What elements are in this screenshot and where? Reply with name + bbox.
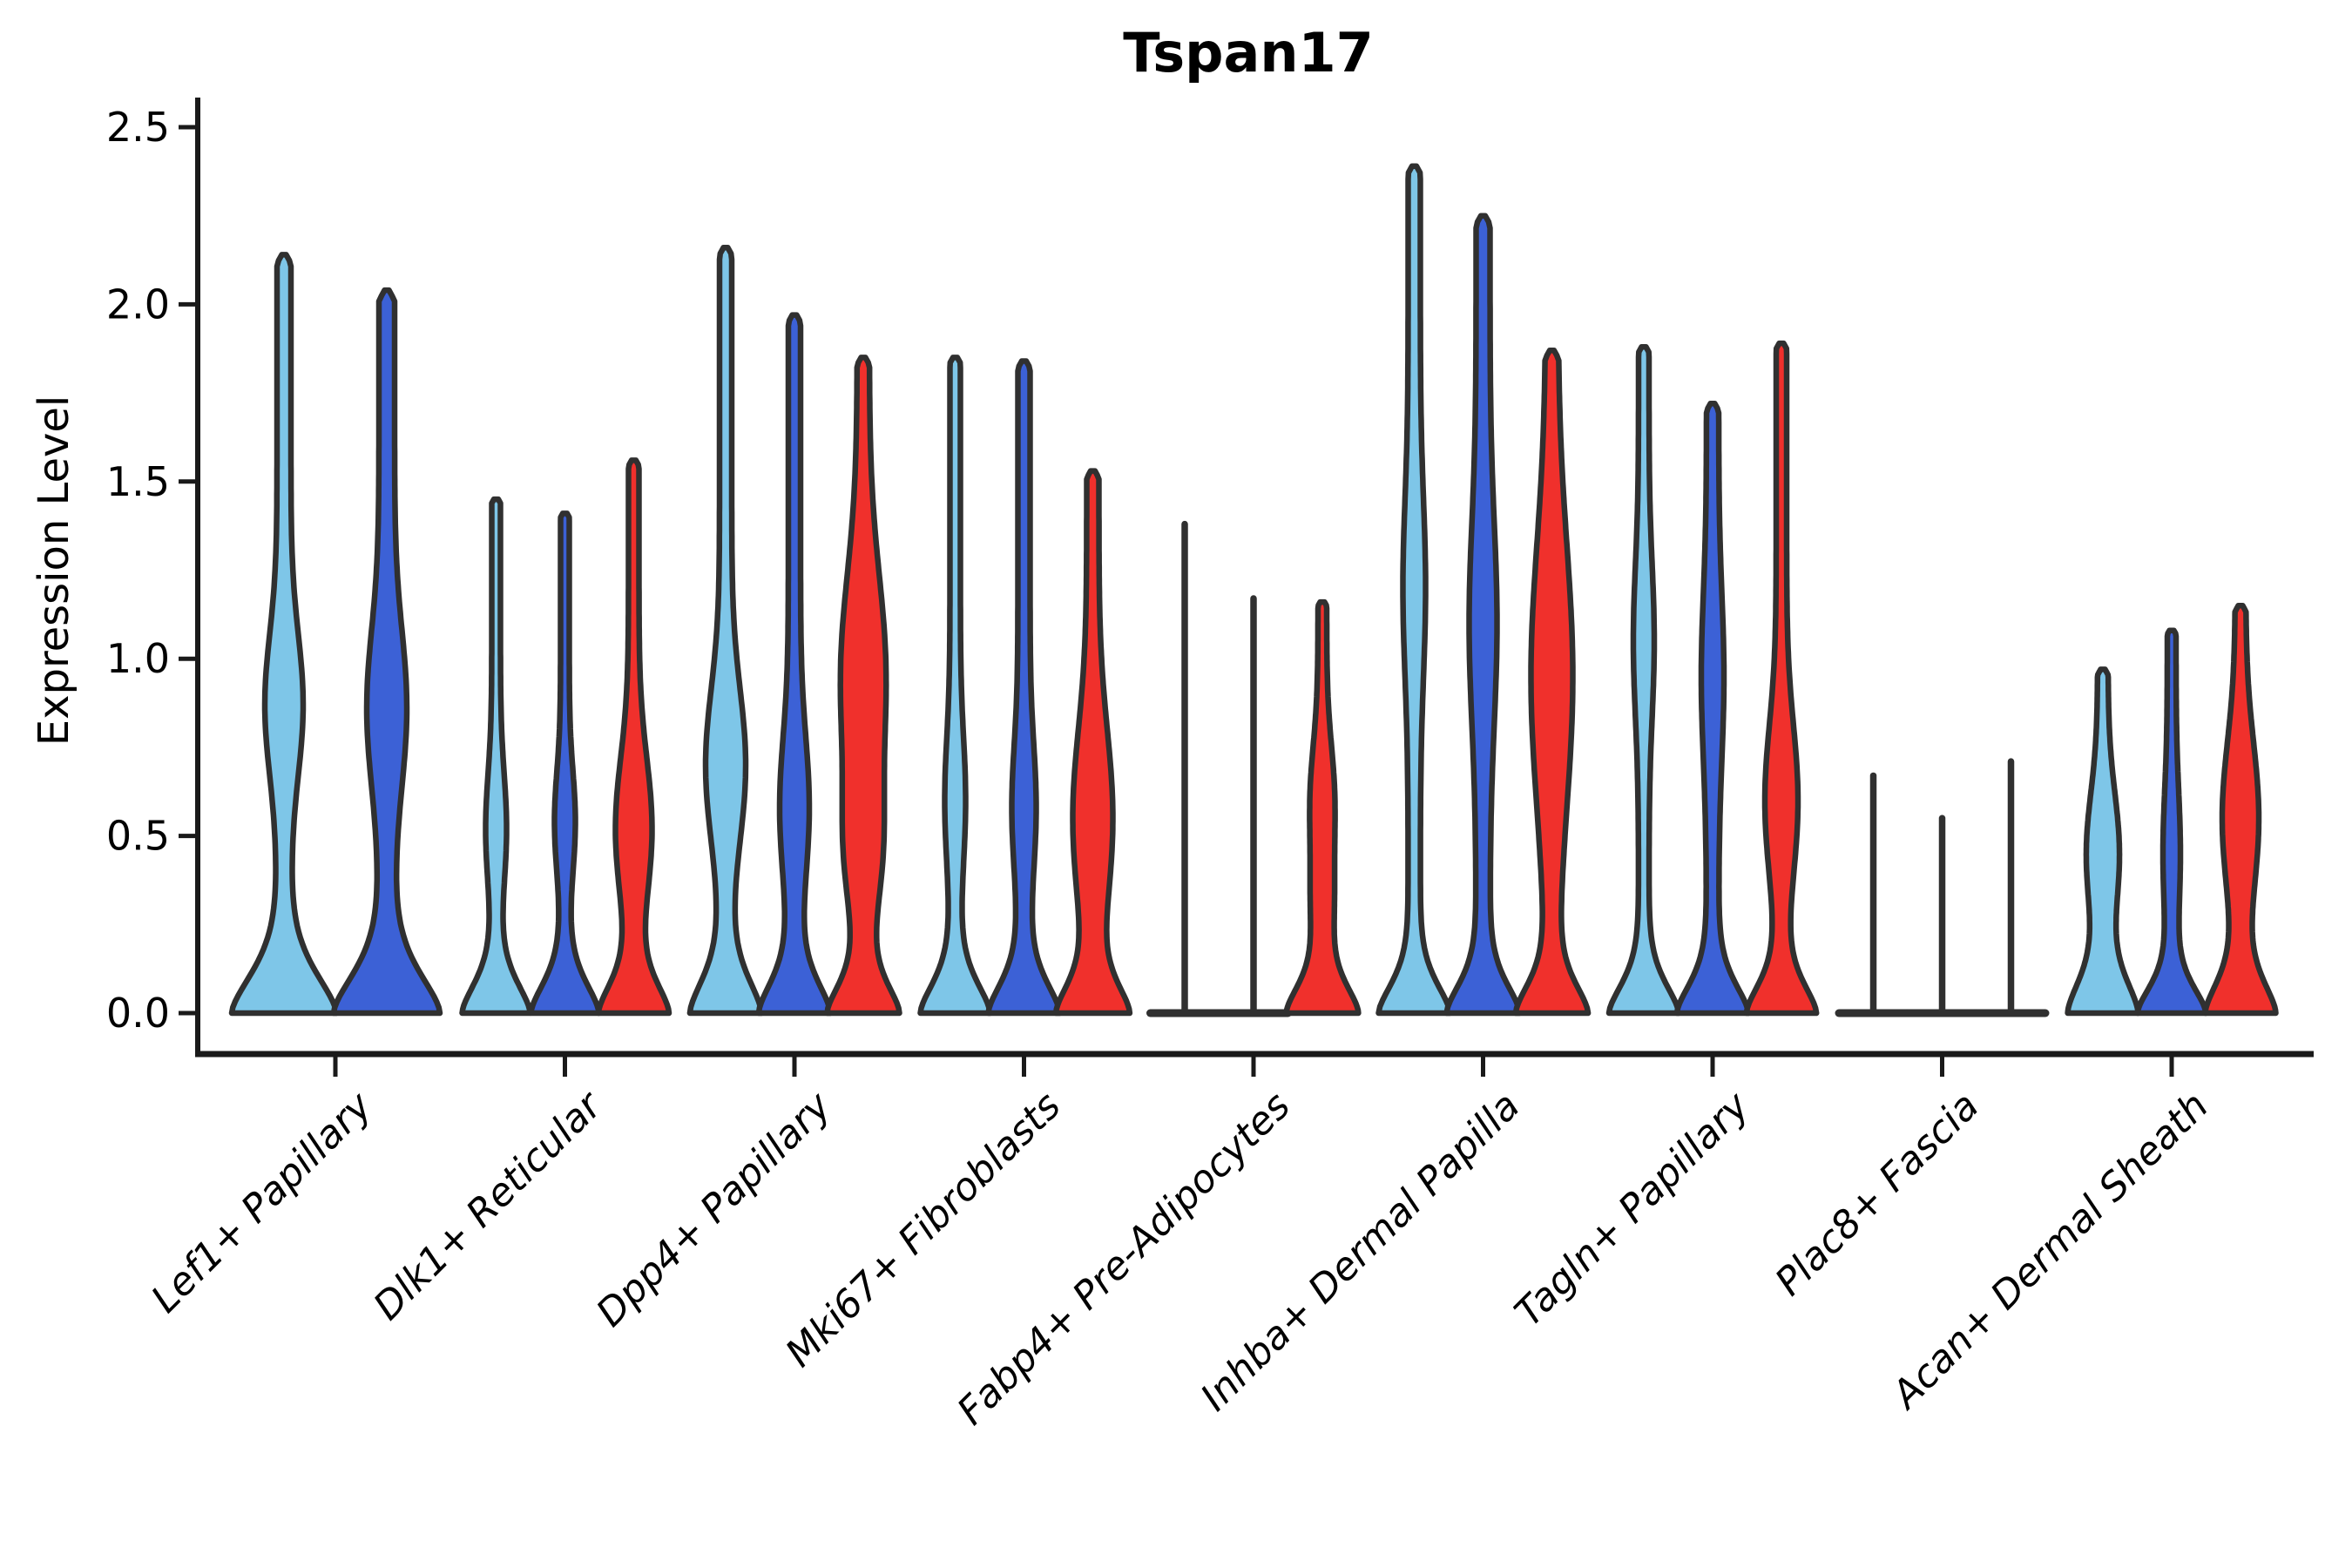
violin-inhba-dermal-papilla-light-blue [1375,163,1453,1017]
y-tick-label: 0.5 [106,813,170,860]
violin-inhba-dermal-papilla-red [1512,348,1592,1017]
violin-dlk1-reticular-red [595,457,672,1017]
violin-dpp4-papillary-light-blue [686,245,765,1017]
x-tick-label-tagln-papillary: Tagln+ Papillary [1506,1083,1758,1335]
violin-dlk1-reticular-light-blue [459,496,533,1017]
violin-mki67-fibroblasts-light-blue [917,355,993,1017]
violin-lef1-papillary-light-blue [228,252,340,1017]
axes-layer [179,98,2314,1077]
violins-layer [228,163,2279,1017]
violin-lef1-papillary-dark-blue [330,287,443,1017]
violin-acan-dermal-sheath-dark-blue [2134,627,2209,1017]
x-tick-label-dpp4-papillary: Dpp4+ Papillary [588,1083,841,1335]
y-tick-label: 2.5 [106,104,170,151]
violin-acan-dermal-sheath-light-blue [2065,666,2141,1017]
x-tick-label-plac8-fascia: Plac8+ Fascia [1767,1084,1987,1304]
chart-title: Tspan17 [1123,21,1374,84]
violin-dlk1-reticular-dark-blue [528,510,602,1017]
y-tick-label: 1.5 [106,458,170,505]
y-tick-label: 1.0 [106,635,170,682]
violin-mki67-fibroblasts-red [1052,468,1133,1017]
violin-tagln-papillary-light-blue [1605,343,1682,1017]
x-tick-label-lef1-papillary: Lef1+ Papillary [143,1083,382,1321]
violin-dpp4-papillary-dark-blue [755,312,834,1017]
x-tick-label-dlk1-reticular: Dlk1+ Reticular [365,1082,612,1328]
y-axis-label: Expression Level [30,395,78,747]
violin-fabp4-pre-adipocytes-red [1283,598,1362,1017]
violin-tagln-papillary-dark-blue [1673,401,1752,1017]
y-tick-label: 0.0 [106,990,170,1037]
violin-mki67-fibroblasts-dark-blue [985,358,1063,1017]
y-tick-label: 2.0 [106,280,170,328]
violin-inhba-dermal-papilla-dark-blue [1443,213,1523,1017]
violin-tagln-papillary-red [1743,340,1820,1017]
violin-dpp4-papillary-red [824,355,902,1017]
violin-acan-dermal-sheath-red [2202,602,2279,1017]
